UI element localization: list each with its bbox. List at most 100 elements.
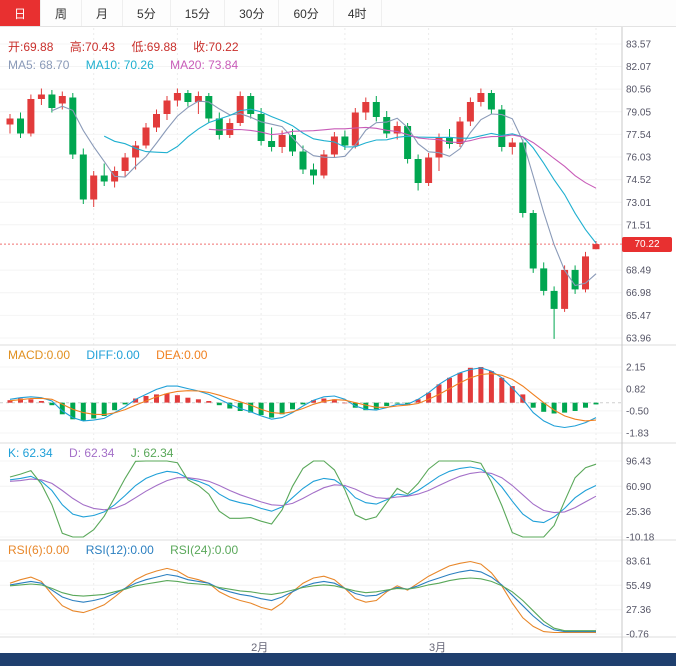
macd-hist-bar [488, 371, 494, 403]
kdj-d-line [9, 471, 597, 514]
d-value: D: 62.34 [69, 446, 115, 460]
tab-30min[interactable]: 30分 [225, 0, 280, 26]
candle-body [153, 114, 160, 128]
tab-day[interactable]: 日 [0, 0, 42, 26]
candle-body [100, 175, 108, 182]
macd-hist-bar [583, 402, 588, 408]
rsi12-line [9, 569, 596, 633]
macd-hist-bar [122, 402, 128, 405]
macd-hist-bar [28, 399, 34, 403]
candle-body [519, 142, 527, 213]
macd-hist-bar [49, 402, 55, 406]
dea-value: DEA:0.00 [156, 348, 208, 362]
y-axis-tick: 65.47 [626, 311, 651, 322]
macd-hist-bar [164, 393, 170, 403]
ma10-line [103, 108, 597, 244]
candle-body [404, 126, 412, 159]
tab-week[interactable]: 周 [41, 0, 83, 26]
ma20-line [208, 126, 597, 189]
x-axis-month-label: 3月 [429, 642, 447, 654]
macd-info-row: MACD:0.00 DIFF:0.00 DEA:0.00 [8, 348, 220, 362]
macd-hist-bar [593, 402, 599, 405]
candle-body [6, 118, 14, 125]
candle-body [529, 213, 537, 269]
y-axis-tick: -0.76 [626, 630, 649, 641]
macd-hist-bar [112, 402, 118, 411]
candle-body [508, 142, 516, 147]
kdj-k-line [9, 466, 597, 524]
rsi-info-row: RSI(6):0.00 RSI(12):0.00 RSI(24):0.00 [8, 543, 251, 557]
macd-hist-bar [185, 397, 191, 403]
candle-body [487, 93, 495, 110]
tab-5min[interactable]: 5分 [123, 0, 171, 26]
kdj-j-line [9, 460, 597, 538]
macd-hist-bar [572, 402, 578, 411]
y-axis-tick: 80.56 [626, 85, 651, 96]
bottom-bar [0, 653, 676, 666]
candle-body [383, 117, 391, 134]
candle-body [393, 126, 401, 134]
ma5-value: MA5: 68.70 [8, 58, 70, 72]
candle-body [194, 96, 202, 102]
candle-body [351, 112, 359, 146]
macd-hist-bar [426, 392, 432, 403]
macd-hist-bar [237, 402, 243, 411]
candle-body [582, 256, 589, 290]
macd-hist-bar [91, 402, 97, 419]
macd-hist-bar [436, 384, 442, 403]
y-axis-tick: 73.01 [626, 198, 651, 209]
candle-body [310, 169, 317, 176]
macd-hist-bar [311, 400, 316, 403]
macd-hist-bar [133, 398, 139, 403]
macd-hist-bar [279, 402, 285, 415]
candle-body [247, 96, 255, 114]
macd-hist-bar [562, 402, 568, 413]
macd-hist-bar [80, 402, 86, 421]
macd-hist-bar [363, 402, 369, 411]
timeframe-toolbar: 日 周 月 5分 15分 30分 60分 4时 [0, 0, 676, 27]
candle-body [498, 109, 506, 147]
y-axis-tick: 82.07 [626, 62, 651, 73]
macd-hist-bar [216, 402, 222, 406]
macd-hist-bar [300, 402, 306, 405]
candle-body [550, 290, 558, 309]
macd-hist-bar [38, 401, 44, 403]
candle-body [540, 268, 548, 291]
macd-hist-bar [373, 402, 379, 410]
candle-body [142, 127, 150, 146]
candle-body [236, 96, 244, 123]
y-axis-tick: 76.03 [626, 153, 651, 164]
candle-body [414, 159, 422, 183]
candle-body [278, 135, 286, 147]
close-value: 收:70.22 [193, 40, 239, 54]
y-axis-tick: 63.96 [626, 334, 651, 345]
macd-value: MACD:0.00 [8, 348, 71, 362]
y-axis-tick: -10.18 [626, 533, 655, 544]
y-axis-tick: 68.49 [626, 266, 651, 277]
y-axis-tick: -1.83 [626, 429, 649, 440]
x-axis-month-label: 2月 [251, 642, 269, 654]
ma20-value: MA20: 73.84 [170, 58, 239, 72]
rsi24-line [9, 577, 596, 632]
ma5-line [51, 100, 597, 287]
k-value: K: 62.34 [8, 446, 53, 460]
candle-body [184, 93, 192, 102]
macd-hist-bar [415, 399, 421, 403]
candle-body [37, 94, 45, 99]
tab-60min[interactable]: 60分 [279, 0, 334, 26]
macd-hist-bar [18, 398, 23, 403]
candle-body [477, 93, 485, 102]
macd-diff-line [9, 367, 597, 429]
macd-hist-bar [70, 402, 76, 420]
y-axis-tick: 71.51 [626, 220, 651, 231]
tab-15min[interactable]: 15分 [171, 0, 226, 26]
tab-month[interactable]: 月 [82, 0, 124, 26]
macd-hist-bar [384, 402, 390, 406]
y-axis-tick: 83.61 [626, 557, 651, 568]
ohlc-info-row: 开:69.88 高:70.43 低:69.88 收:70.22 [8, 38, 252, 55]
macd-hist-bar [7, 400, 13, 403]
tab-4hour[interactable]: 4时 [334, 0, 382, 26]
macd-hist-bar [457, 372, 463, 403]
rsi24-value: RSI(24):0.00 [170, 543, 239, 557]
